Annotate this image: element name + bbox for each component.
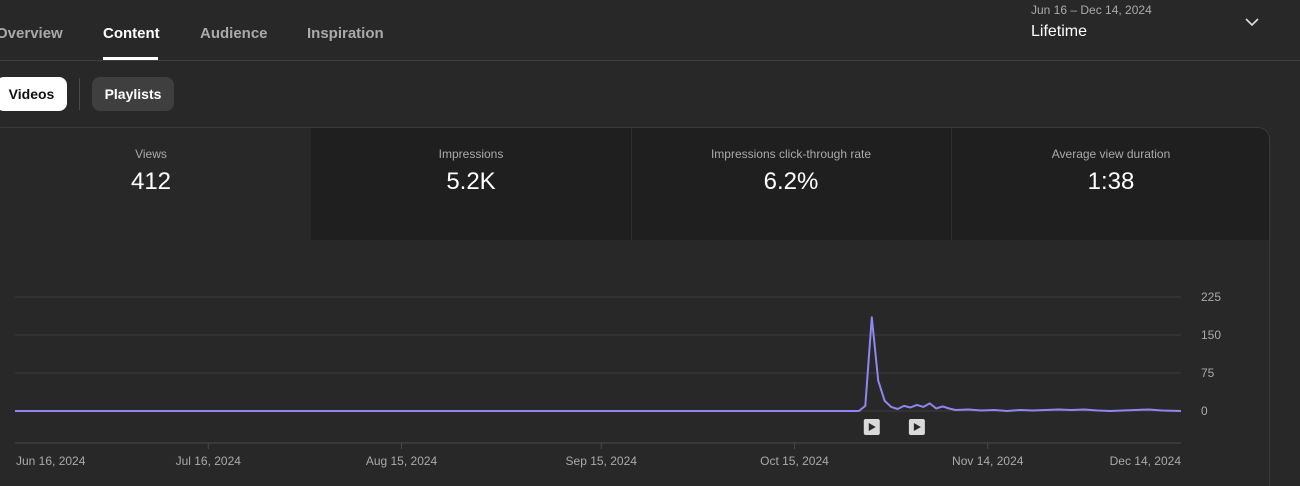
chip-divider [79, 78, 80, 110]
tab-content[interactable]: Content [103, 25, 160, 42]
metric-value: 412 [130, 168, 172, 195]
y-tick-label: 225 [1201, 290, 1221, 304]
y-tick-label: 0 [1201, 404, 1208, 418]
y-tick-label: 150 [1201, 328, 1221, 342]
metric-card-views[interactable]: Views 412 [0, 128, 311, 240]
play-icon[interactable] [908, 419, 925, 435]
metric-label: Views [135, 147, 167, 161]
x-tick-label: Jun 16, 2024 [16, 454, 86, 468]
metric-card-ctr[interactable]: Impressions click-through rate 6.2% [631, 128, 951, 240]
chip-videos[interactable]: Videos [0, 77, 67, 111]
metric-card-impressions[interactable]: Impressions 5.2K [311, 128, 631, 240]
metric-label: Impressions [438, 147, 504, 161]
metric-card-avg-view-duration[interactable]: Average view duration 1:38 [951, 128, 1269, 240]
chevron-down-icon[interactable] [1244, 16, 1260, 28]
metric-separator [631, 128, 632, 240]
play-icon[interactable] [863, 419, 880, 435]
metric-cards: Views 412 Impressions 5.2K Impressions c… [0, 128, 1269, 240]
x-tick-label: Sep 15, 2024 [566, 454, 638, 468]
x-tick-label: Oct 15, 2024 [760, 454, 829, 468]
metric-value: 1:38 [1087, 168, 1135, 195]
views-series-line [15, 316, 1182, 412]
date-range-dates: Jun 16 – Dec 14, 2024 [1031, 3, 1152, 17]
active-tab-indicator [103, 57, 158, 60]
metric-value: 5.2K [446, 168, 496, 195]
x-tick-label: Jul 16, 2024 [176, 454, 242, 468]
analytics-tabs: Overview Content Audience Inspiration [0, 0, 1300, 61]
tab-inspiration[interactable]: Inspiration [307, 25, 384, 42]
tab-overview[interactable]: Overview [0, 25, 63, 42]
x-tick-label: Nov 14, 2024 [952, 454, 1024, 468]
date-range-selector[interactable]: Jun 16 – Dec 14, 2024 Lifetime [1031, 3, 1152, 41]
metric-label: Impressions click-through rate [710, 147, 872, 161]
x-tick-label: Aug 15, 2024 [366, 454, 438, 468]
metric-label: Average view duration [1051, 147, 1171, 161]
chip-playlists[interactable]: Playlists [92, 77, 174, 111]
tab-audience[interactable]: Audience [200, 25, 268, 42]
y-tick-label: 75 [1201, 366, 1215, 380]
metric-value: 6.2% [763, 168, 819, 195]
x-tick-label: Dec 14, 2024 [1110, 454, 1182, 468]
date-range-label: Lifetime [1031, 23, 1088, 40]
analytics-panel: Views 412 Impressions 5.2K Impressions c… [0, 127, 1270, 486]
metric-separator [951, 128, 952, 240]
